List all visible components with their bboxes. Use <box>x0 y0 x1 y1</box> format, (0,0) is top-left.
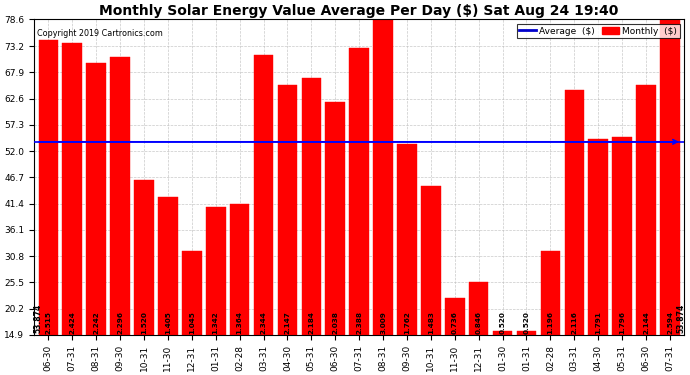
Bar <box>326 102 345 335</box>
Legend: Average  ($), Monthly  ($): Average ($), Monthly ($) <box>517 24 680 38</box>
Text: Copyright 2019 Cartronics.com: Copyright 2019 Cartronics.com <box>37 29 163 38</box>
Bar <box>517 331 536 335</box>
Text: 1.342: 1.342 <box>213 311 219 334</box>
Text: 0.736: 0.736 <box>452 311 457 334</box>
Text: 2.144: 2.144 <box>643 311 649 334</box>
Text: 2.515: 2.515 <box>46 311 51 334</box>
Text: 1.196: 1.196 <box>547 311 553 334</box>
Bar <box>86 63 106 335</box>
Text: 1.796: 1.796 <box>619 311 625 334</box>
Bar <box>540 251 560 335</box>
Text: 2.388: 2.388 <box>356 311 362 334</box>
Text: 1.791: 1.791 <box>595 311 601 334</box>
Text: 2.116: 2.116 <box>571 311 578 334</box>
Bar <box>254 54 273 335</box>
Text: 0.846: 0.846 <box>475 311 482 334</box>
Text: 53.874: 53.874 <box>676 304 685 333</box>
Text: 2.594: 2.594 <box>667 311 673 334</box>
Bar <box>445 298 464 335</box>
Text: 1.762: 1.762 <box>404 311 410 334</box>
Text: 2.296: 2.296 <box>117 311 123 334</box>
Text: 2.424: 2.424 <box>69 311 75 334</box>
Text: 0.520: 0.520 <box>500 311 506 334</box>
Bar <box>660 20 680 335</box>
Bar <box>302 78 321 335</box>
Text: 2.242: 2.242 <box>93 311 99 334</box>
Bar <box>206 207 226 335</box>
Text: 53.874: 53.874 <box>33 304 42 333</box>
Text: 1.520: 1.520 <box>141 311 147 334</box>
Bar <box>636 85 656 335</box>
Bar <box>230 204 249 335</box>
Bar <box>612 137 632 335</box>
Bar <box>469 282 489 335</box>
Bar <box>158 196 178 335</box>
Text: 2.147: 2.147 <box>284 311 290 334</box>
Bar <box>589 139 608 335</box>
Bar <box>373 20 393 335</box>
Bar <box>349 48 369 335</box>
Text: 1.483: 1.483 <box>428 311 434 334</box>
Text: 3.009: 3.009 <box>380 311 386 334</box>
Bar <box>421 186 441 335</box>
Text: 1.405: 1.405 <box>165 311 171 334</box>
Text: 0.520: 0.520 <box>524 311 529 334</box>
Bar <box>277 85 297 335</box>
Bar <box>134 180 154 335</box>
Text: 1.364: 1.364 <box>237 311 243 334</box>
Text: 2.038: 2.038 <box>333 311 338 334</box>
Text: 2.344: 2.344 <box>261 311 266 334</box>
Bar <box>110 57 130 335</box>
Bar <box>63 43 82 335</box>
Title: Monthly Solar Energy Value Average Per Day ($) Sat Aug 24 19:40: Monthly Solar Energy Value Average Per D… <box>99 4 619 18</box>
Bar <box>564 90 584 335</box>
Bar <box>182 251 201 335</box>
Text: 2.184: 2.184 <box>308 311 315 334</box>
Text: 1.045: 1.045 <box>189 311 195 334</box>
Bar <box>39 40 58 335</box>
Bar <box>397 144 417 335</box>
Bar <box>493 331 513 335</box>
